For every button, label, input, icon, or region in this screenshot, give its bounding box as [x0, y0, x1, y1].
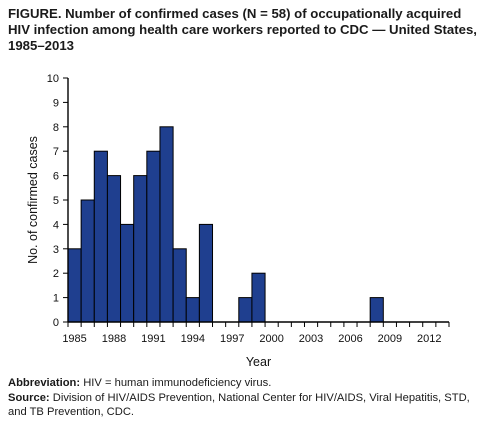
y-tick-label-2: 2: [53, 268, 59, 280]
x-tick-label-2009: 2009: [378, 333, 402, 345]
bar-1985: [67, 248, 82, 323]
figure-title: FIGURE. Number of confirmed cases (N = 5…: [8, 6, 484, 54]
bar-2008: [369, 297, 384, 323]
x-tick-label-2003: 2003: [299, 333, 323, 345]
bar-1988: [106, 175, 122, 323]
bar-1989: [120, 223, 135, 323]
abbreviation-label: Abbreviation:: [8, 377, 81, 389]
bar-1998: [238, 297, 253, 323]
y-tick-label-0: 0: [53, 317, 59, 329]
x-tick-label-1991: 1991: [141, 333, 165, 345]
y-tick-label-10: 10: [47, 73, 59, 85]
y-tick-label-9: 9: [53, 97, 59, 109]
figure-footer: Abbreviation: HIV = human immunodeficien…: [8, 376, 484, 420]
bar-chart: 0 1 2 3 4 5 6 7 8 9 10 1985 1988 1991 1994 1997 2000 2003…: [26, 73, 450, 369]
y-tick-label-4: 4: [53, 219, 59, 231]
y-tick-label-7: 7: [53, 146, 59, 158]
bar-1991: [146, 150, 161, 323]
bar-1992: [159, 126, 174, 323]
x-tick-label-1997: 1997: [220, 333, 244, 345]
y-tick-label-5: 5: [53, 195, 59, 207]
bar-1986: [80, 199, 95, 323]
figure-title-lead: FIGURE.: [8, 6, 62, 21]
source-text: Division of HIV/AIDS Prevention, Nationa…: [8, 391, 470, 419]
x-axis-title: Year: [246, 355, 271, 369]
x-tick-label-2012: 2012: [417, 333, 441, 345]
source-note: Source: Division of HIV/AIDS Prevention,…: [8, 391, 484, 420]
x-tick-label-1985: 1985: [62, 333, 86, 345]
bar-1993: [172, 248, 187, 323]
bar-1990: [133, 175, 148, 323]
y-tick-label-6: 6: [53, 171, 59, 183]
y-tick-label-3: 3: [53, 244, 59, 256]
bar-1999: [251, 272, 266, 323]
x-tick-label-1988: 1988: [102, 333, 126, 345]
bar-1994: [185, 297, 200, 323]
bar-1987: [93, 150, 108, 323]
abbreviation-note: Abbreviation: HIV = human immunodeficien…: [8, 376, 484, 391]
x-tick-label-2000: 2000: [259, 333, 283, 345]
x-tick-label-2006: 2006: [338, 333, 362, 345]
x-tick-label-1994: 1994: [181, 333, 205, 345]
abbreviation-text: HIV = human immunodeficiency virus.: [83, 377, 272, 389]
source-label: Source:: [8, 391, 50, 404]
y-tick-label-8: 8: [53, 122, 59, 134]
y-tick-label-1: 1: [53, 293, 59, 305]
figure-title-text: Number of confirmed cases (N = 58) of oc…: [8, 6, 477, 53]
bar-1995: [198, 223, 214, 323]
y-axis-title: No. of confirmed cases: [26, 136, 40, 264]
